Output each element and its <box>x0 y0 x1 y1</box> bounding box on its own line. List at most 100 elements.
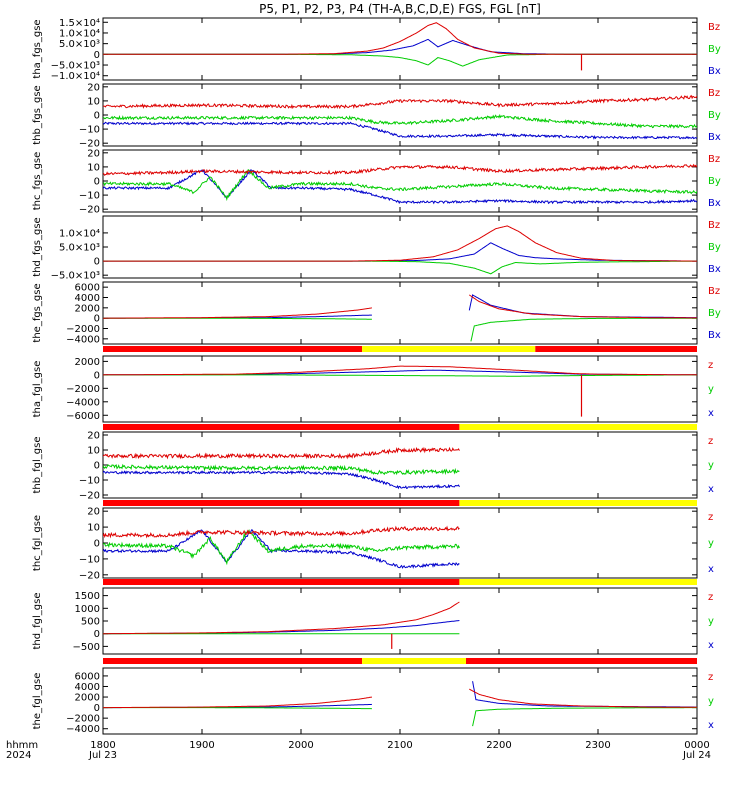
time-axis-label-hhmm: hhmm <box>6 740 38 751</box>
status-bar <box>103 500 697 506</box>
y-tick-label: 2000 <box>75 357 100 368</box>
series-group <box>103 446 460 490</box>
series-z <box>103 225 697 262</box>
legend-Bz: Bz <box>708 286 720 297</box>
y-tick-label: −2000 <box>66 714 100 725</box>
status-segment-red <box>535 346 697 352</box>
y-tick-label: −4000 <box>66 397 100 408</box>
status-bar <box>103 424 697 430</box>
y-tick-label: 5.0×10³ <box>59 243 100 254</box>
time-axis-label-year: 2024 <box>6 750 31 761</box>
series-y <box>103 529 460 566</box>
panel-thb_fgl_gse: 20 10 0 −10 −20 thb_fgl_gse z y x <box>32 431 714 502</box>
series-group <box>103 163 697 205</box>
y-tick-label: 4000 <box>75 682 100 693</box>
x-tick-label: 1900 <box>189 740 214 751</box>
y-tick-label: 0 <box>94 314 100 325</box>
series-y <box>103 260 697 275</box>
series-x <box>103 620 460 635</box>
legend-y: y <box>708 460 714 471</box>
status-segment-red <box>103 500 460 506</box>
legend-Bx: Bx <box>708 264 721 275</box>
legend-y: y <box>708 616 714 627</box>
legend-By: By <box>708 242 721 253</box>
legend-z: z <box>708 360 713 371</box>
status-segment-red <box>466 658 697 664</box>
y-axis-label: tha_fgl_gse <box>32 361 43 418</box>
status-segment-yellow <box>459 500 697 506</box>
series-z <box>103 525 460 539</box>
series-z <box>103 163 697 176</box>
y-axis-label: thb_fgs_gse <box>32 85 43 144</box>
status-bars <box>103 346 697 664</box>
y-tick-label: 0 <box>94 50 100 61</box>
y-tick-label: 0 <box>94 177 100 188</box>
y-tick-label: −4000 <box>66 334 100 345</box>
legend-Bz: Bz <box>708 88 720 99</box>
status-segment-red <box>103 658 363 664</box>
legend-z: z <box>708 672 713 683</box>
y-tick-label: −6000 <box>66 411 100 422</box>
status-segment-yellow <box>459 424 697 430</box>
series-group <box>103 225 697 275</box>
status-segment-red <box>103 346 363 352</box>
x-tick-label: 2300 <box>585 740 610 751</box>
legend-Bx: Bx <box>708 132 721 143</box>
y-tick-label: 10 <box>87 446 100 457</box>
series-x <box>103 529 460 569</box>
status-segment-yellow <box>362 658 466 664</box>
y-tick-label: −10 <box>79 554 100 565</box>
x-tick-label: 2200 <box>486 740 511 751</box>
status-bar <box>103 579 697 585</box>
y-tick-label: 500 <box>81 617 100 628</box>
y-tick-label: 20 <box>87 82 100 93</box>
legend-z: z <box>708 512 713 523</box>
y-tick-label: −20 <box>79 139 100 150</box>
series-x <box>472 681 697 708</box>
y-axis-label: thb_fgl_gse <box>32 437 43 494</box>
series-group <box>103 294 697 342</box>
series-y <box>103 113 697 129</box>
y-tick-label: 5.0×10³ <box>59 39 100 50</box>
series-group <box>103 601 460 649</box>
legend-By: By <box>708 110 721 121</box>
y-tick-label: −10 <box>79 476 100 487</box>
y-tick-label: −20 <box>79 491 100 502</box>
x-tick-label: 2100 <box>387 740 412 751</box>
y-tick-label: 2000 <box>75 303 100 314</box>
y-tick-label: 10 <box>87 523 100 534</box>
series-y <box>103 169 697 202</box>
x-tick-label: 1800 <box>90 740 115 751</box>
panel-thb_fgs_gse: 20 10 0 −10 −20 thb_fgs_gse Bz By Bx <box>32 82 721 149</box>
y-tick-label: 1.5×10⁴ <box>59 18 100 29</box>
series-x <box>103 470 460 490</box>
series-z <box>468 294 697 319</box>
y-tick-label: −5.0×10³ <box>51 61 100 72</box>
y-axis-label: the_fgl_gse <box>32 673 43 730</box>
series-x <box>103 242 697 262</box>
y-tick-label: −2000 <box>66 384 100 395</box>
legend-x: x <box>708 484 714 495</box>
x-tick-sublabel: Jul 24 <box>682 750 711 761</box>
y-tick-label: −4000 <box>66 724 100 735</box>
series-group <box>103 94 697 140</box>
y-tick-label: 20 <box>87 148 100 159</box>
x-tick-sublabel: Jul 23 <box>88 750 117 761</box>
y-tick-label: 20 <box>87 507 100 518</box>
series-group <box>103 525 460 569</box>
y-tick-label: −20 <box>79 570 100 581</box>
legend-By: By <box>708 44 721 55</box>
y-tick-label: −20 <box>79 205 100 216</box>
series-x <box>468 294 697 319</box>
legend-x: x <box>708 640 714 651</box>
legend-Bz: Bz <box>708 154 720 165</box>
y-tick-label: 1.0×10⁴ <box>59 228 100 239</box>
series-group <box>103 681 697 727</box>
y-tick-label: 0 <box>94 461 100 472</box>
series-z <box>103 94 697 110</box>
status-bar <box>103 346 697 352</box>
